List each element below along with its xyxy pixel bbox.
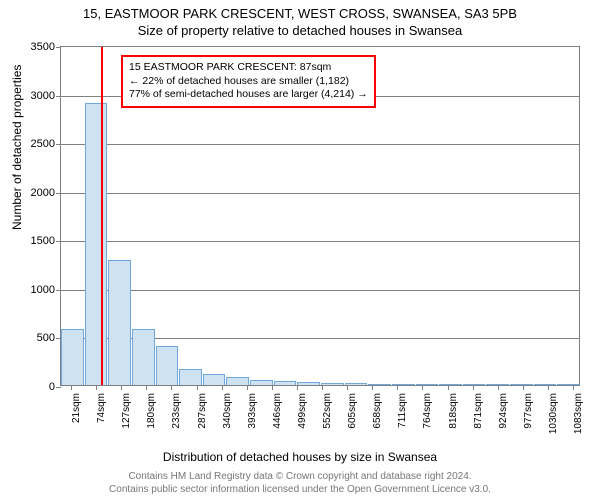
- histogram-bar: [439, 384, 462, 385]
- callout-line-1: 15 EASTMOOR PARK CRESCENT: 87sqm: [129, 61, 368, 75]
- histogram-bar: [250, 380, 273, 385]
- histogram-bar: [297, 382, 320, 385]
- chart-container: 050010001500200025003000350021sqm74sqm12…: [60, 46, 580, 416]
- page-subtitle: Size of property relative to detached ho…: [0, 21, 600, 38]
- ytick-label: 2500: [31, 138, 61, 150]
- ytick-label: 500: [37, 332, 61, 344]
- histogram-bar: [226, 377, 249, 385]
- xtick-mark: [548, 385, 549, 390]
- histogram-bar: [463, 384, 486, 385]
- xtick-mark: [121, 385, 122, 390]
- grid-line: [61, 144, 579, 145]
- histogram-bar: [345, 383, 368, 385]
- xtick-mark: [272, 385, 273, 390]
- histogram-bar: [108, 260, 131, 385]
- histogram-bar: [179, 369, 202, 385]
- ytick-label: 0: [49, 381, 61, 393]
- histogram-bar: [510, 384, 533, 385]
- xtick-mark: [448, 385, 449, 390]
- ytick-label: 2000: [31, 187, 61, 199]
- xtick-mark: [146, 385, 147, 390]
- ytick-label: 3000: [31, 90, 61, 102]
- xtick-mark: [197, 385, 198, 390]
- histogram-bar: [132, 329, 155, 385]
- footer-line-2: Contains public sector information licen…: [0, 483, 600, 496]
- histogram-bar: [85, 103, 108, 385]
- xtick-mark: [397, 385, 398, 390]
- histogram-bar: [392, 384, 415, 385]
- grid-line: [61, 290, 579, 291]
- grid-line: [61, 193, 579, 194]
- histogram-bar: [274, 381, 297, 385]
- ytick-label: 3500: [31, 41, 61, 53]
- xtick-mark: [498, 385, 499, 390]
- histogram-bar: [534, 384, 557, 385]
- xtick-mark: [322, 385, 323, 390]
- page-root: 15, EASTMOOR PARK CRESCENT, WEST CROSS, …: [0, 0, 600, 500]
- y-axis-label: Number of detached properties: [10, 65, 24, 230]
- property-marker-line: [101, 47, 103, 385]
- page-title-address: 15, EASTMOOR PARK CRESCENT, WEST CROSS, …: [0, 0, 600, 21]
- xtick-mark: [71, 385, 72, 390]
- histogram-bar: [156, 346, 179, 385]
- property-callout: 15 EASTMOOR PARK CRESCENT: 87sqm← 22% of…: [121, 55, 376, 108]
- ytick-label: 1500: [31, 235, 61, 247]
- histogram-bar: [203, 374, 226, 385]
- histogram-plot: 050010001500200025003000350021sqm74sqm12…: [60, 46, 580, 386]
- license-footer: Contains HM Land Registry data © Crown c…: [0, 470, 600, 496]
- xtick-mark: [523, 385, 524, 390]
- footer-line-1: Contains HM Land Registry data © Crown c…: [0, 470, 600, 483]
- xtick-mark: [422, 385, 423, 390]
- xtick-mark: [247, 385, 248, 390]
- callout-line-3: 77% of semi-detached houses are larger (…: [129, 88, 368, 102]
- xtick-mark: [573, 385, 574, 390]
- xtick-mark: [473, 385, 474, 390]
- histogram-bar: [557, 384, 580, 385]
- xtick-mark: [297, 385, 298, 390]
- histogram-bar: [61, 329, 84, 385]
- xtick-mark: [171, 385, 172, 390]
- histogram-bar: [321, 383, 344, 385]
- xtick-mark: [222, 385, 223, 390]
- xtick-mark: [347, 385, 348, 390]
- xtick-mark: [372, 385, 373, 390]
- histogram-bar: [416, 384, 439, 385]
- xtick-mark: [96, 385, 97, 390]
- callout-line-2: ← 22% of detached houses are smaller (1,…: [129, 75, 368, 89]
- ytick-label: 1000: [31, 284, 61, 296]
- grid-line: [61, 241, 579, 242]
- x-axis-label: Distribution of detached houses by size …: [0, 450, 600, 464]
